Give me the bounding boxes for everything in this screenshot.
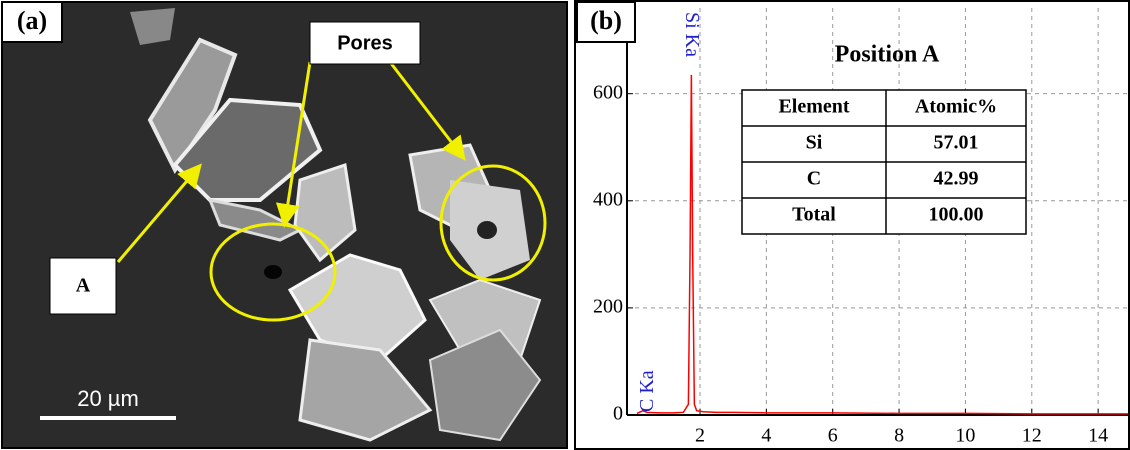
y-tick-label: 0: [613, 403, 623, 425]
y-tick-label: 600: [593, 81, 623, 103]
spectrum-chart: 0 200 400 600 2 4 6 8 10 12 14 Si Ka C Ka (b) Position…: [575, 1, 1129, 449]
panel-label: (a): [17, 6, 47, 35]
scale-bar-label: 20 µm: [77, 386, 139, 411]
x-tick-label: 2: [695, 425, 705, 447]
peak-label: Si Ka: [681, 12, 703, 57]
x-tick-label: 8: [894, 425, 904, 447]
table-cell: Si: [806, 132, 823, 154]
pores-label: Pores: [337, 32, 393, 54]
x-tick-label: 6: [828, 425, 838, 447]
sem-image: Pores A (a) 20 µm: [2, 2, 567, 448]
point-label: A: [76, 275, 91, 297]
table-cell: 100.00: [929, 204, 984, 226]
peak-label: C Ka: [636, 370, 658, 412]
panel-label: (b): [590, 6, 622, 35]
table-cell: Element: [778, 96, 849, 118]
x-tick-label: 10: [955, 425, 975, 447]
y-tick-label: 400: [593, 188, 623, 210]
table-cell: Atomic%: [915, 96, 997, 118]
y-tick-label: 200: [593, 295, 623, 317]
table-cell: C: [807, 168, 821, 190]
table-cell: 42.99: [934, 168, 979, 190]
figure: Pores A (a) 20 µm 0 200 400 600 2 4 6 8 10 12 14 Si…: [0, 0, 1130, 450]
x-tick-label: 12: [1022, 425, 1042, 447]
x-tick-label: 14: [1088, 425, 1108, 447]
x-tick-label: 4: [761, 425, 771, 447]
chart-title: Position A: [835, 42, 940, 68]
table-cell: 57.01: [934, 132, 979, 154]
table-cell: Total: [792, 204, 836, 226]
